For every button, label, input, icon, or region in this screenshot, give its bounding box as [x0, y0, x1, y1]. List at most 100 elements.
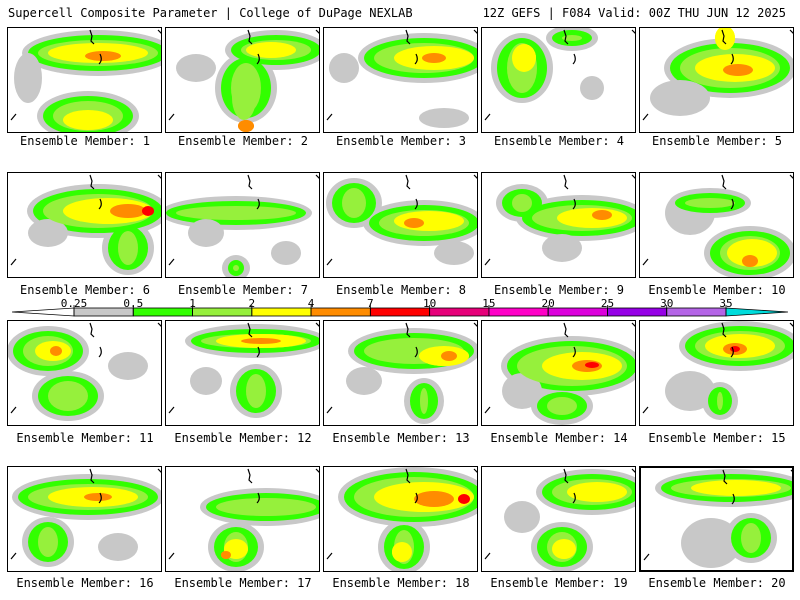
scp-contour-fill: [84, 493, 112, 501]
scp-contour-fill: [552, 539, 576, 559]
coastline-outline: [10, 174, 161, 266]
ensemble-map-panel-20[interactable]: [639, 466, 794, 572]
scp-contour-fill: [271, 241, 301, 265]
scp-contour-fill: [85, 51, 121, 61]
ensemble-map-panel-16[interactable]: [7, 466, 162, 572]
scp-contour-fill: [730, 346, 740, 352]
ensemble-member-label: Ensemble Member: 7: [177, 283, 309, 297]
scp-contour-fill: [717, 392, 723, 410]
scp-contour-fill: [420, 388, 428, 414]
coastline-outline: [642, 174, 793, 266]
scp-contour-fill: [233, 265, 239, 271]
ensemble-member-label: Ensemble Member: 2: [177, 134, 309, 148]
scp-contour-fill: [741, 523, 761, 553]
coastline-outline: [484, 174, 635, 266]
scp-contour-fill: [502, 373, 542, 409]
colorbar-segment: [607, 307, 668, 317]
colorbar-tick-label: 4: [307, 297, 315, 310]
scp-contour-fill: [63, 110, 113, 130]
ensemble-map-panel-6[interactable]: [7, 172, 162, 278]
ensemble-map-panel-1[interactable]: [7, 27, 162, 133]
colorbar-tick-label: 2: [248, 297, 256, 310]
ensemble-map-panel-17[interactable]: [165, 466, 320, 572]
coastline-outline: [643, 469, 792, 561]
colorbar-segment: [192, 307, 253, 317]
ensemble-map-panel-8[interactable]: [323, 172, 478, 278]
coastline-outline: [326, 29, 477, 121]
scp-contour-fill: [50, 346, 62, 356]
ensemble-map-panel-7[interactable]: [165, 172, 320, 278]
ensemble-map-panel-4[interactable]: [481, 27, 636, 133]
ensemble-member-label: Ensemble Member: 8: [335, 283, 467, 297]
scp-contour-fill: [329, 53, 359, 83]
scp-contour-fill: [742, 255, 758, 267]
scp-contour-fill: [14, 53, 42, 103]
scp-contour-fill: [458, 494, 470, 504]
ensemble-map-panel-12[interactable]: [165, 320, 320, 426]
scp-contour-fill: [118, 231, 138, 265]
scp-contour-fill: [665, 371, 715, 411]
coastline-outline: [484, 322, 635, 414]
ensemble-member-label: Ensemble Member: 13: [332, 431, 470, 445]
ensemble-map-panel-18[interactable]: [323, 466, 478, 572]
scp-contour-fill: [38, 527, 58, 557]
colorbar-segment: [725, 307, 788, 317]
ensemble-map-panel-15[interactable]: [639, 320, 794, 426]
scp-contour-fill: [188, 219, 224, 247]
scp-contour-fill: [346, 367, 382, 395]
scp-contour-fill: [434, 241, 474, 265]
colorbar-tick-label: 0.5: [123, 297, 144, 310]
coastline-outline: [326, 174, 477, 266]
ensemble-member-label: Ensemble Member: 14: [490, 431, 628, 445]
scp-contour-fill: [723, 64, 753, 76]
colorbar-tick-label: 15: [482, 297, 496, 310]
scp-contour-fill: [221, 551, 231, 559]
scp-contour-fill: [98, 533, 138, 561]
scp-contour-fill: [190, 367, 222, 395]
ensemble-map-panel-9[interactable]: [481, 172, 636, 278]
colorbar-tick-label: 1: [189, 297, 196, 310]
ensemble-map-panel-10[interactable]: [639, 172, 794, 278]
ensemble-member-label: Ensemble Member: 10: [648, 283, 786, 297]
scp-contour-fill: [650, 80, 710, 116]
ensemble-map-panel-3[interactable]: [323, 27, 478, 133]
ensemble-map-panel-19[interactable]: [481, 466, 636, 572]
color-scale-bar: [12, 305, 788, 317]
ensemble-member-label: Ensemble Member: 9: [493, 283, 625, 297]
scp-contour-fill: [580, 76, 604, 100]
scp-contour-fill: [691, 480, 781, 496]
scp-contour-fill: [246, 374, 266, 408]
ensemble-map-panel-11[interactable]: [7, 320, 162, 426]
scp-contour-fill: [422, 53, 446, 63]
ensemble-map-panel-2[interactable]: [165, 27, 320, 133]
ensemble-member-label: Ensemble Member: 12: [174, 431, 312, 445]
coastline-outline: [326, 322, 477, 414]
scp-contour-fill: [28, 219, 68, 247]
scp-contour-fill: [441, 351, 457, 361]
ensemble-member-label: Ensemble Member: 18: [332, 576, 470, 590]
colorbar-tick-label: 7: [367, 297, 374, 310]
coastline-outline: [168, 468, 319, 560]
scp-contour-fill: [48, 381, 88, 411]
scp-contour-fill: [246, 42, 296, 58]
ensemble-member-label: Ensemble Member: 5: [651, 134, 783, 148]
ensemble-map-panel-13[interactable]: [323, 320, 478, 426]
scp-contour-fill: [231, 63, 261, 113]
scp-contour-fill: [585, 362, 599, 368]
colorbar-segment: [666, 307, 727, 317]
ensemble-map-panel-14[interactable]: [481, 320, 636, 426]
scp-contour-fill: [110, 204, 146, 218]
header-left-title: Supercell Composite Parameter | College …: [8, 6, 413, 20]
ensemble-member-label: Ensemble Member: 15: [648, 431, 786, 445]
ensemble-member-label: Ensemble Member: 19: [490, 576, 628, 590]
scp-contour-fill: [504, 501, 540, 533]
coastline-outline: [484, 468, 635, 560]
scp-contour-fill: [414, 491, 454, 507]
coastline-outline: [642, 29, 793, 121]
scp-contour-fill: [216, 498, 316, 516]
scp-contour-fill: [108, 352, 148, 380]
scp-contour-fill: [557, 208, 627, 228]
colorbar-segment: [251, 307, 312, 317]
ensemble-map-panel-5[interactable]: [639, 27, 794, 133]
ensemble-member-label: Ensemble Member: 20: [648, 576, 786, 590]
